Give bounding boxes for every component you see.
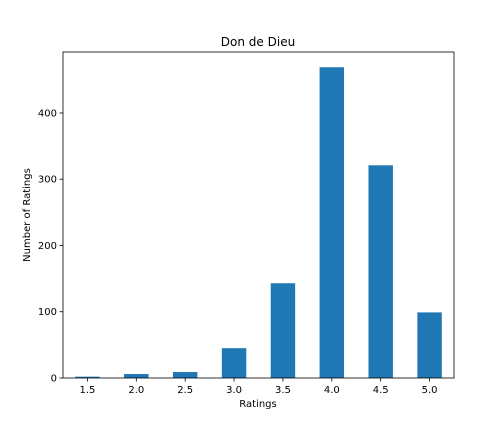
bar-3.0 (222, 348, 246, 378)
bar-2.0 (124, 374, 148, 378)
x-tick-label: 1.5 (79, 385, 95, 396)
plot-frame (63, 52, 454, 378)
x-tick-label: 3.5 (275, 385, 291, 396)
x-tick-label: 2.5 (177, 385, 193, 396)
x-tick-label: 2.0 (128, 385, 144, 396)
y-tick-label: 300 (38, 175, 57, 186)
x-tick-label: 4.5 (373, 385, 389, 396)
bar-2.5 (173, 372, 197, 378)
y-axis-label: Number of Ratings (22, 168, 33, 262)
x-tick-label: 5.0 (422, 385, 438, 396)
y-axis: 0 100 200 300 400 (38, 108, 63, 384)
bar-3.5 (271, 283, 295, 378)
y-tick-label: 400 (38, 108, 57, 119)
bar-4.0 (320, 67, 344, 378)
x-axis: 1.5 2.0 2.5 3.0 3.5 4.0 4.5 5.0 (79, 378, 437, 396)
chart-title: Don de Dieu (221, 35, 295, 49)
y-tick-label: 0 (51, 374, 57, 385)
x-tick-label: 4.0 (324, 385, 340, 396)
x-axis-label: Ratings (239, 399, 276, 410)
x-tick-label: 3.0 (226, 385, 242, 396)
bar-5.0 (417, 312, 441, 378)
bars-group (75, 67, 442, 378)
y-tick-label: 100 (38, 307, 57, 318)
y-tick-label: 200 (38, 241, 57, 252)
bar-4.5 (368, 165, 392, 378)
